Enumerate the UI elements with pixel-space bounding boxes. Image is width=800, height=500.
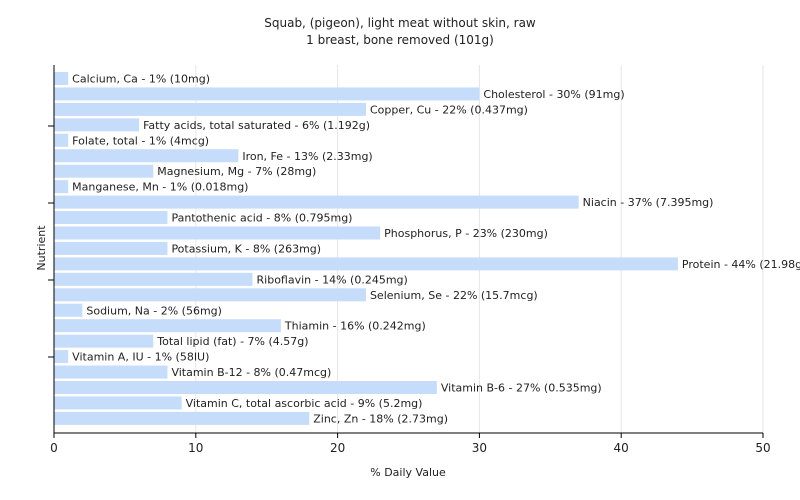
bar-label-21: Vitamin C, total ascorbic acid - 9% (5.2… [186, 397, 423, 410]
bar-label-5: Iron, Fe - 13% (2.33mg) [242, 150, 372, 163]
bar-label-15: Sodium, Na - 2% (56mg) [86, 304, 222, 317]
bar-label-12: Protein - 44% (21.98g) [682, 258, 800, 271]
bar-label-0: Calcium, Ca - 1% (10mg) [72, 73, 210, 86]
x-tick-label-1: 10 [188, 441, 203, 455]
bar-2 [54, 102, 366, 116]
bar-7 [54, 180, 69, 194]
bar-16 [54, 319, 281, 333]
bar-label-3: Fatty acids, total saturated - 6% (1.192… [143, 119, 370, 132]
bar-label-17: Total lipid (fat) - 7% (4.57g) [156, 335, 308, 348]
bar-label-6: Magnesium, Mg - 7% (28mg) [157, 165, 316, 178]
bar-3 [54, 118, 140, 132]
chart-title: Squab, (pigeon), light meat without skin… [264, 16, 536, 30]
bar-18 [54, 350, 69, 364]
bar-4 [54, 133, 69, 147]
bar-22 [54, 411, 310, 425]
bar-label-18: Vitamin A, IU - 1% (58IU) [72, 351, 209, 364]
bar-20 [54, 381, 437, 394]
bar-15 [54, 303, 83, 317]
bar-11 [54, 241, 168, 255]
chart-subtitle: 1 breast, bone removed (101g) [306, 33, 494, 47]
bar-label-22: Zinc, Zn - 18% (2.73mg) [313, 412, 448, 425]
bar-label-20: Vitamin B-6 - 27% (0.535mg) [441, 382, 602, 395]
bar-label-14: Selenium, Se - 22% (15.7mcg) [370, 289, 538, 302]
x-tick-labels: 0 10 20 30 40 50 [50, 441, 770, 455]
bar-labels: Calcium, Ca - 1% (10mg) Cholesterol - 30%… [72, 73, 800, 426]
x-tick-label-4: 40 [614, 441, 629, 455]
bar-label-16: Thiamin - 16% (0.242mg) [284, 320, 426, 333]
x-tick-label-2: 20 [330, 441, 345, 455]
bar-label-19: Vitamin B-12 - 8% (0.47mcg) [171, 366, 331, 379]
bar-14 [54, 288, 366, 302]
bar-17 [54, 334, 154, 348]
bar-label-8: Niacin - 37% (7.395mg) [583, 196, 714, 209]
bar-13 [54, 272, 253, 286]
bar-1 [54, 87, 480, 101]
bar-label-10: Phosphorus, P - 23% (230mg) [384, 227, 548, 240]
bar-5 [54, 149, 239, 163]
bar-21 [54, 396, 182, 410]
y-axis-label: Nutrient [35, 225, 48, 271]
bar-0 [54, 72, 69, 85]
x-tick-label-5: 50 [755, 441, 770, 455]
bar-9 [54, 211, 168, 225]
bar-label-9: Pantothenic acid - 8% (0.795mg) [171, 212, 352, 225]
x-tick-label-3: 30 [472, 441, 487, 455]
bar-label-2: Copper, Cu - 22% (0.437mg) [370, 103, 528, 116]
bar-label-13: Riboflavin - 14% (0.245mg) [257, 273, 408, 286]
axes [48, 65, 764, 438]
bar-12 [54, 257, 678, 271]
x-tick-label-0: 0 [50, 441, 58, 455]
grid-lines [195, 65, 764, 433]
x-axis-label: % Daily Value [370, 466, 446, 479]
bar-6 [54, 164, 154, 178]
bar-10 [54, 226, 381, 240]
bar-19 [54, 365, 168, 379]
bar-label-11: Potassium, K - 8% (263mg) [171, 242, 321, 255]
bars [54, 72, 678, 425]
bar-8 [54, 195, 579, 209]
bar-label-1: Cholesterol - 30% (91mg) [483, 88, 624, 101]
bar-label-7: Manganese, Mn - 1% (0.018mg) [72, 181, 248, 194]
bar-label-4: Folate, total - 1% (4mcg) [72, 134, 209, 147]
